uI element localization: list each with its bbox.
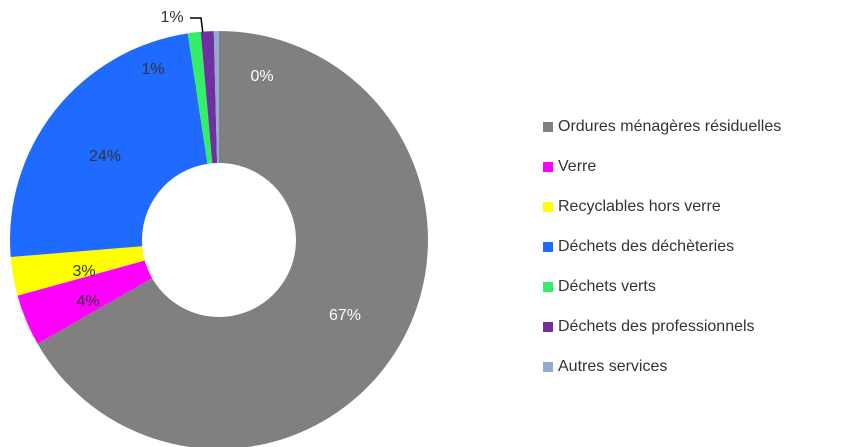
legend-swatch [543, 202, 553, 212]
legend-label: Déchets des déchèteries [558, 238, 734, 255]
pie-slice [10, 246, 145, 296]
pie-slice [200, 31, 218, 164]
data-label: 67% [329, 307, 361, 324]
pie-slice [187, 31, 213, 164]
legend-swatch [543, 282, 553, 292]
pie-slice [37, 31, 428, 447]
legend-swatch [543, 242, 553, 252]
data-label: 3% [72, 263, 95, 280]
data-label: 4% [76, 293, 99, 310]
legend-label: Autres services [558, 358, 667, 375]
pie-slice [17, 260, 153, 344]
data-label: 24% [89, 148, 121, 165]
legend-swatch [543, 122, 553, 132]
legend-label: Ordures ménagères résiduelles [558, 118, 781, 135]
data-label: 0% [250, 68, 273, 85]
legend-swatch [543, 322, 553, 332]
legend-label: Verre [558, 158, 596, 175]
legend-label: Recyclables hors verre [558, 198, 721, 215]
legend-swatch [543, 162, 553, 172]
pie-slice [213, 31, 219, 164]
legend-swatch [543, 362, 553, 372]
legend-label: Déchets des professionnels [558, 318, 755, 335]
data-label: 1% [160, 9, 183, 26]
legend-label: Déchets verts [558, 278, 656, 295]
pie-slice [10, 33, 208, 257]
data-label: 1% [141, 61, 164, 78]
